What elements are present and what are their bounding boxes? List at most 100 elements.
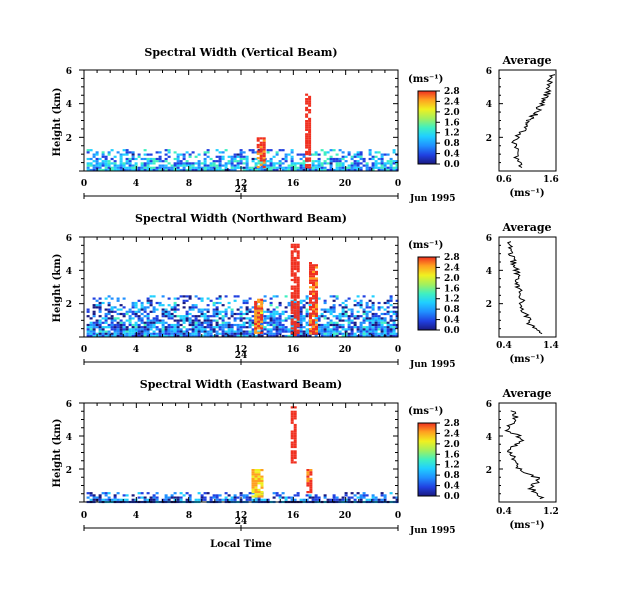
heatmap-cell	[86, 496, 90, 499]
heatmap-cell	[341, 319, 345, 322]
heatmap-cell	[347, 332, 351, 335]
heatmap-cell	[185, 315, 189, 318]
heatmap-cell	[248, 332, 252, 335]
heatmap-cell	[296, 318, 300, 321]
plot-frame	[83, 402, 399, 503]
heatmap-cell	[309, 488, 313, 491]
heatmap-cell	[107, 323, 111, 327]
heatmap-cell	[149, 157, 153, 161]
heatmap-cell	[293, 287, 297, 290]
heatmap-cell	[269, 323, 273, 327]
heatmap-cell	[309, 314, 312, 317]
heatmap-cell	[365, 332, 369, 335]
heatmap-cell	[248, 319, 252, 322]
heatmap-cell	[89, 168, 93, 172]
heatmap-cell	[383, 496, 387, 499]
heatmap-cell	[104, 317, 108, 320]
x-axis-label: Local Time	[210, 539, 272, 550]
heatmap-cell	[206, 308, 210, 311]
heatmap-cell	[170, 496, 174, 499]
heatmap-cell	[359, 153, 363, 156]
heatmap-cell	[167, 332, 171, 335]
heatmap-cell	[98, 319, 102, 322]
heatmap-cell	[107, 151, 111, 154]
heatmap-cell	[344, 330, 348, 333]
heatmap-cell	[149, 299, 153, 302]
heatmap-cell	[296, 243, 300, 246]
heatmap-cell	[344, 315, 348, 318]
heatmap-cell	[233, 330, 237, 333]
heatmap-cell	[326, 321, 330, 324]
heatmap-cell	[341, 323, 345, 327]
heatmap-cell	[89, 157, 93, 161]
heatmap-cell	[299, 162, 303, 165]
heatmap-cell	[86, 168, 90, 172]
heatmap-cell	[299, 498, 303, 501]
heatmap-cell	[104, 315, 108, 318]
x-tick-label: 16	[287, 511, 300, 521]
heatmap-cell	[188, 297, 192, 300]
heatmap-cell	[173, 162, 177, 165]
heatmap-cell	[309, 292, 312, 295]
heatmap-cell	[125, 162, 129, 165]
colorbar-tick-label: 0.0	[444, 160, 460, 170]
heatmap-cell	[122, 332, 126, 335]
heatmap-cell	[371, 319, 375, 322]
heatmap-cell	[356, 315, 360, 318]
heatmap-cell	[131, 166, 135, 169]
heatmap-cell	[164, 308, 168, 311]
panel-eastward-beam: Spectral Width (Eastward Beam) Height (k…	[52, 378, 559, 536]
heatmap-cell	[191, 308, 195, 311]
heatmap-cell	[116, 164, 120, 167]
heatmap-cell	[269, 328, 273, 331]
heatmap-cell	[290, 168, 294, 172]
heatmap-cell	[122, 323, 126, 327]
heatmap-cell	[392, 310, 396, 313]
heatmap-cell	[356, 304, 360, 307]
heatmap-cell	[309, 328, 312, 331]
heatmap-cell	[224, 308, 228, 311]
heatmap-cell	[356, 492, 360, 495]
heatmap-cell	[110, 297, 114, 300]
heatmap-cell	[203, 326, 207, 329]
y-tick-label: 6	[66, 67, 72, 77]
heatmap-cell	[323, 494, 327, 497]
heatmap-cell	[272, 319, 276, 322]
heatmap-cell	[365, 334, 369, 338]
heatmap-cell	[236, 332, 240, 335]
heatmap-cell	[116, 492, 120, 495]
heatmap-cell	[182, 330, 186, 333]
heatmap-cell	[131, 330, 135, 333]
heatmap-cell	[185, 164, 189, 167]
heatmap-cell	[299, 330, 303, 333]
heatmap-cell	[329, 498, 333, 501]
heatmap-cell	[305, 330, 309, 333]
heatmap-cell	[104, 319, 108, 322]
heatmap-cell	[245, 496, 249, 499]
heatmap-cell	[308, 133, 312, 136]
heatmap-cell	[359, 321, 363, 324]
heatmap-cell	[374, 312, 378, 316]
heatmap-cell	[263, 317, 267, 320]
heatmap-cell	[167, 149, 171, 152]
heatmap-cell	[209, 319, 213, 322]
heatmap-cell	[179, 168, 183, 172]
heatmap-cell	[188, 319, 192, 322]
heatmap-cell	[317, 166, 321, 169]
heatmap-cell	[155, 492, 159, 495]
heatmap-cell	[167, 162, 171, 165]
heatmap-cell	[309, 486, 313, 489]
heatmap-cell	[312, 290, 315, 293]
heatmap-cell	[119, 321, 123, 324]
heatmap-cell	[374, 166, 378, 169]
heatmap-cell	[287, 315, 291, 318]
heatmap-cell	[260, 162, 264, 165]
heatmap-cell	[188, 321, 192, 324]
heatmap-cell	[263, 295, 267, 298]
heatmap-cell	[158, 328, 162, 331]
heatmap-cell	[371, 308, 375, 311]
heatmap-cell	[302, 168, 306, 172]
heatmap-cell	[116, 321, 120, 324]
heatmap-cell	[386, 306, 390, 309]
